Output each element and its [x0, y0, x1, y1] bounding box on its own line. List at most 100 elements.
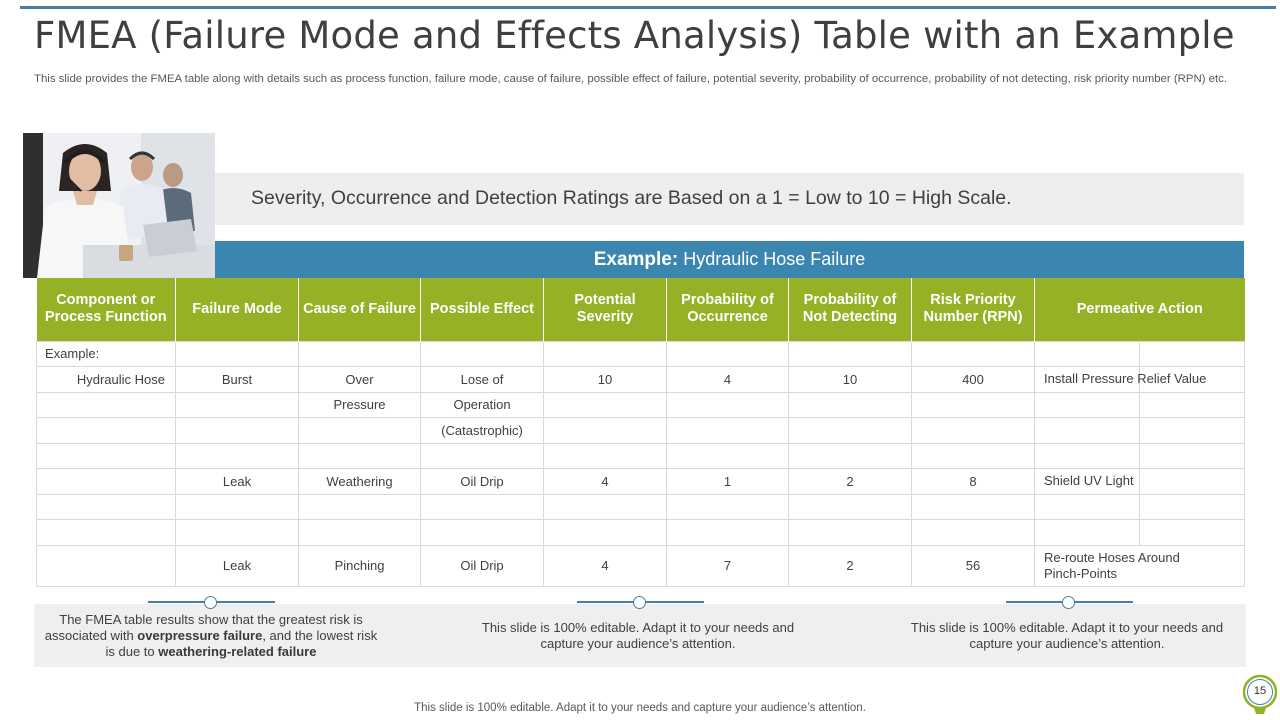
table-cell [1034, 417, 1140, 444]
table-cell [911, 340, 1035, 367]
table-cell [1034, 340, 1140, 367]
connector-dot [1062, 596, 1075, 609]
table-cell [36, 519, 176, 546]
table-cell: 2 [788, 544, 912, 587]
table-cell: Hydraulic Hose [36, 366, 176, 393]
header-cause: Cause of Failure [298, 278, 421, 341]
fmea-table: Component or Process Function Failure Mo… [36, 278, 1246, 587]
table-header-row: Component or Process Function Failure Mo… [36, 278, 1245, 341]
header-severity: Potential Severity [543, 278, 667, 341]
rating-note-band: Severity, Occurrence and Detection Ratin… [215, 173, 1244, 225]
connector-dot [204, 596, 217, 609]
header-detection: Probability of Not Detecting [788, 278, 912, 341]
table-cell [788, 417, 912, 444]
table-cell [911, 391, 1035, 418]
table-cell: Shield UV Light [1034, 468, 1140, 495]
table-cell [1034, 442, 1140, 469]
table-cell [175, 391, 299, 418]
table-cell [298, 493, 421, 520]
table-row: Example: [36, 340, 1246, 367]
table-cell [788, 340, 912, 367]
table-cell [298, 442, 421, 469]
table-cell: 56 [911, 544, 1035, 587]
table-cell [543, 417, 667, 444]
summary-emphasis: weathering-related failure [158, 644, 317, 659]
table-cell [175, 417, 299, 444]
table-cell: 1 [666, 468, 789, 495]
table-cell: Re-route Hoses Around Pinch-Points [1033, 544, 1246, 587]
table-cell [1139, 468, 1246, 495]
call-center-photo [23, 133, 215, 278]
table-cell: Pressure [298, 391, 421, 418]
table-cell [175, 519, 299, 546]
slide-title: FMEA (Failure Mode and Effects Analysis)… [34, 14, 1235, 57]
connector-left [148, 596, 275, 610]
table-row: Leak Pinching Oil Drip 4 7 2 56 Re-route… [36, 544, 1246, 587]
summary-emphasis: overpressure failure [137, 628, 263, 643]
table-cell [1138, 391, 1246, 418]
example-label: Example: [593, 249, 679, 270]
table-cell [666, 417, 789, 444]
table-cell: 4 [543, 544, 667, 587]
header-action: Permeative Action [1034, 278, 1245, 341]
table-cell [1034, 391, 1140, 418]
summary-middle: This slide is 100% editable. Adapt it to… [481, 620, 795, 651]
table-cell [175, 493, 299, 520]
table-cell [1034, 519, 1140, 546]
table-cell [36, 468, 176, 495]
table-cell [666, 519, 789, 546]
table-cell [1034, 493, 1140, 520]
table-cell [543, 391, 667, 418]
table-cell [1138, 442, 1246, 469]
table-cell [1139, 366, 1246, 393]
table-cell [543, 340, 667, 367]
table-cell: Example: [36, 340, 176, 367]
table-cell: Install Pressure Relief Value [1034, 366, 1206, 393]
table-cell [543, 442, 667, 469]
table-cell [911, 493, 1035, 520]
table-cell [788, 391, 912, 418]
table-cell [1138, 340, 1246, 367]
table-cell [666, 340, 789, 367]
table-cell: Pinching [298, 544, 421, 587]
table-cell [543, 493, 667, 520]
table-cell [36, 442, 176, 469]
table-cell: Operation [420, 391, 544, 418]
connector-dot [633, 596, 646, 609]
summary-left: The FMEA table results show that the gre… [41, 612, 381, 660]
table-cell [788, 493, 912, 520]
table-cell: (Catastrophic) [420, 417, 544, 444]
table-row: Leak Weathering Oil Drip 4 1 2 8 Shield … [36, 468, 1246, 495]
example-bar: Example: Hydraulic Hose Failure [215, 241, 1244, 278]
table-cell: 8 [911, 468, 1035, 495]
summary-text: , and the lowest risk is due to [105, 628, 378, 659]
summary-text: The FMEA table results show that the gre… [44, 612, 363, 643]
table-cell [175, 340, 299, 367]
header-rpn: Risk Priority Number (RPN) [911, 278, 1035, 341]
table-row [36, 519, 1246, 546]
table-cell: 400 [911, 366, 1035, 393]
table-cell [911, 442, 1035, 469]
table-cell: 10 [788, 366, 912, 393]
table-cell [36, 417, 176, 444]
rating-note: Severity, Occurrence and Detection Ratin… [251, 187, 1012, 209]
slide-subtitle: This slide provides the FMEA table along… [34, 73, 1228, 85]
table-cell [666, 442, 789, 469]
header-failure-mode: Failure Mode [175, 278, 299, 341]
action-text: Re-route Hoses Around Pinch-Points [1044, 549, 1180, 581]
table-cell: 2 [788, 468, 912, 495]
table-cell: Over [298, 366, 421, 393]
table-cell [1138, 493, 1246, 520]
table-cell [1138, 519, 1246, 546]
header-component: Component or Process Function [36, 278, 176, 341]
slide-footer: This slide is 100% editable. Adapt it to… [414, 702, 866, 714]
table-cell [420, 442, 544, 469]
top-rule [20, 6, 1276, 9]
header-occurrence: Probability of Occurrence [666, 278, 789, 341]
table-cell: Leak [175, 544, 299, 587]
table-cell: Lose of [420, 366, 544, 393]
table-cell [543, 519, 667, 546]
table-cell [36, 493, 176, 520]
table-row: (Catastrophic) [36, 417, 1246, 444]
table-row [36, 493, 1246, 520]
